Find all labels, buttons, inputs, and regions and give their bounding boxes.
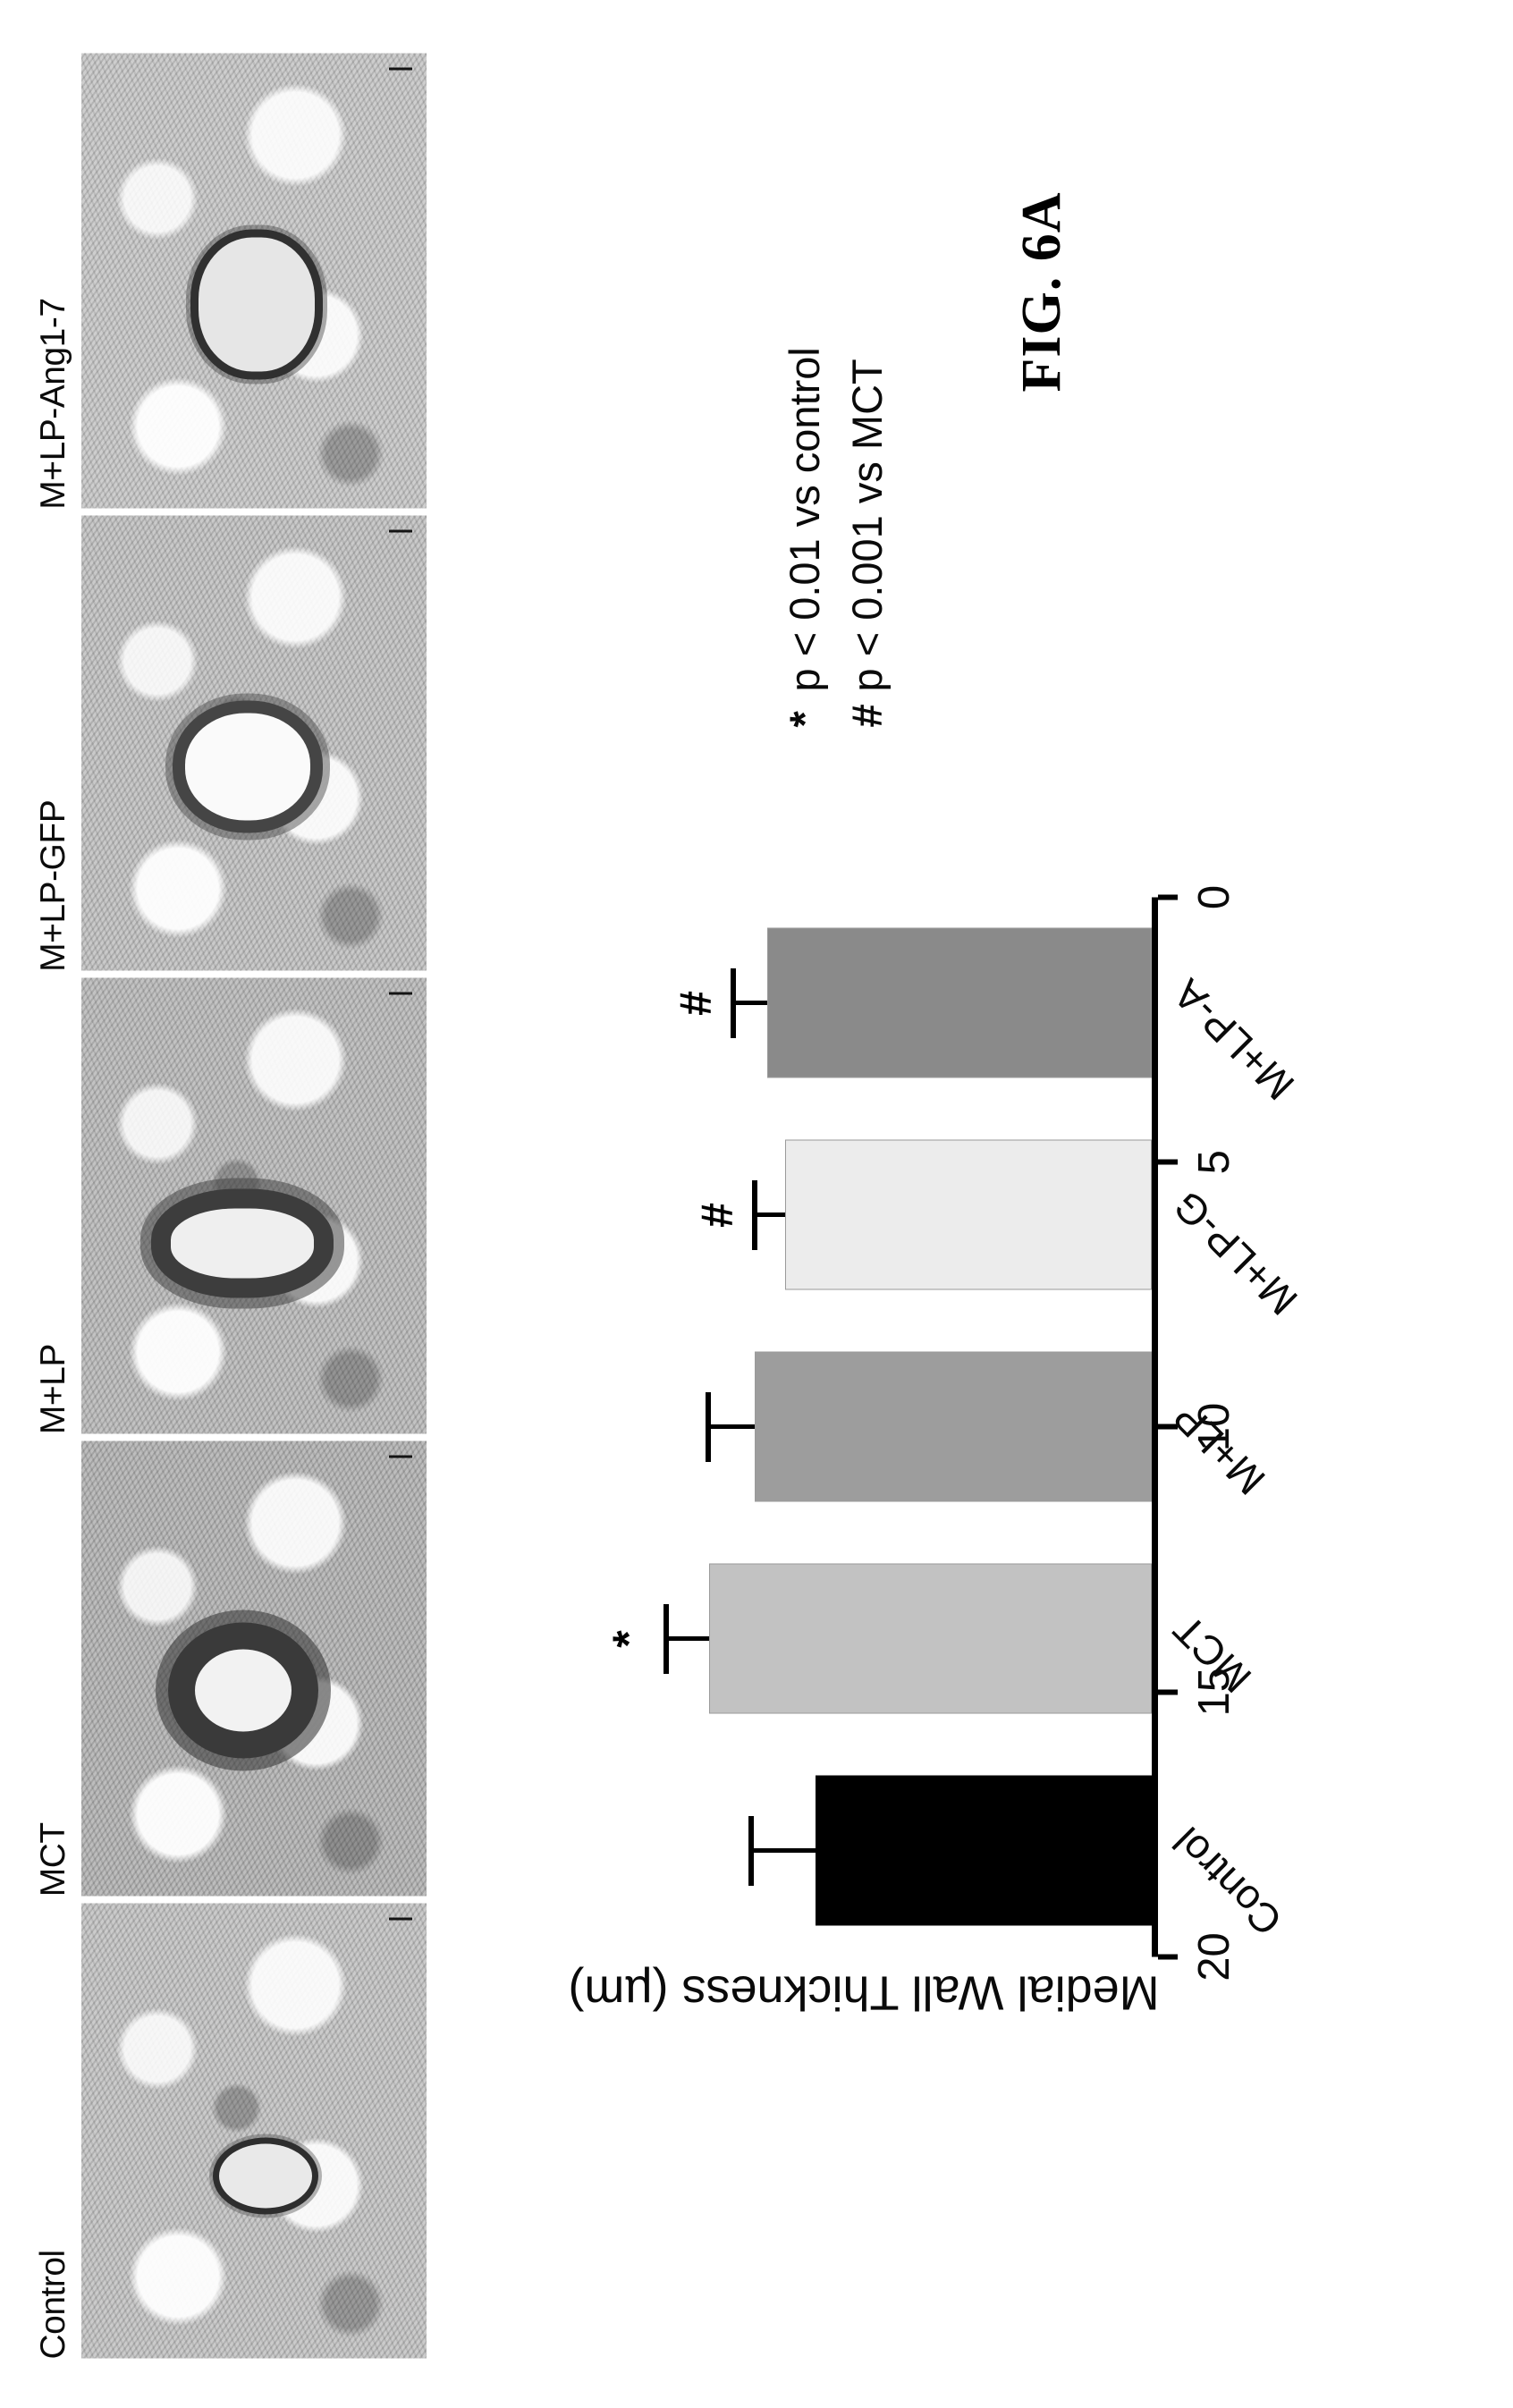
bar — [785, 1139, 1152, 1290]
bar — [755, 1351, 1152, 1502]
vessel-ring — [219, 2142, 313, 2208]
scale-bar — [389, 1916, 412, 1920]
significance-legend: * p < 0.01 vs control # p < 0.001 vs MCT — [773, 347, 899, 727]
micrograph-panel-mlp-gfp: M+LP-GFP — [34, 514, 427, 972]
micrograph-panel-mct: MCT — [34, 1439, 427, 1897]
scale-bar — [389, 992, 412, 995]
micrograph-panel-label: M+LP-GFP — [34, 799, 72, 972]
error-bar-cap — [751, 1179, 757, 1250]
bar-group: * — [541, 1563, 1152, 1714]
category-label: Control — [1164, 1817, 1291, 1945]
legend-row-asterisk: * p < 0.01 vs control — [773, 347, 836, 727]
bar — [766, 927, 1152, 1078]
legend-row-text: p < 0.01 vs control — [781, 346, 828, 691]
plot-area: * # # 0 5 10 15 20 — [541, 884, 1238, 1981]
micrograph-panel-label: Control — [34, 2249, 72, 2359]
error-bar-cap — [706, 1391, 712, 1462]
scale-bar — [389, 1454, 412, 1457]
legend-row-hash: # p < 0.001 vs MCT — [836, 347, 899, 727]
bar — [708, 1563, 1152, 1714]
significance-marker: # — [691, 1202, 742, 1228]
significance-marker: # — [670, 990, 721, 1016]
micrograph-image-mlp — [80, 976, 427, 1434]
value-axis-line: 0 5 10 15 20 — [1152, 884, 1238, 1981]
vessel-ring — [184, 713, 310, 821]
tissue-texture — [81, 1902, 427, 2358]
bar-group: # — [541, 927, 1152, 1078]
legend-row-text: p < 0.001 vs MCT — [843, 358, 891, 691]
bars-container: * # # — [541, 897, 1152, 1956]
tissue-texture — [81, 977, 427, 1433]
error-bar — [748, 1815, 816, 1886]
category-label: M+LP-A — [1164, 969, 1304, 1109]
micrograph-panel-label: M+LP — [34, 1343, 72, 1434]
error-bar-cap — [663, 1603, 669, 1674]
error-bar — [751, 1179, 786, 1250]
significance-marker: * — [603, 1629, 654, 1648]
micrograph-panel-control: Control — [34, 1901, 427, 2359]
bar-group — [541, 1775, 1152, 1926]
category-axis-labels: Control MCT M+LP M+LP-G M+LP-A — [1164, 897, 1343, 1956]
micrograph-image-mlp-gfp — [80, 514, 427, 972]
micrograph-panel-label: MCT — [34, 1821, 72, 1897]
category-label: M+LP — [1164, 1393, 1274, 1504]
hash-mark: # — [843, 703, 891, 727]
category-label: MCT — [1164, 1605, 1261, 1702]
vessel-ring — [171, 1208, 315, 1279]
bar-group — [541, 1351, 1152, 1502]
figure-caption: FIG. 6A — [1011, 191, 1072, 392]
micrograph-image-control — [80, 1901, 427, 2359]
scale-bar — [389, 529, 412, 533]
error-bar — [706, 1391, 756, 1462]
category-label: M+LP-G — [1164, 1181, 1306, 1324]
micrograph-image-mlp-ang17 — [80, 51, 427, 510]
micrograph-strip: Control MCT M+LP — [34, 51, 427, 2359]
bar — [816, 1775, 1152, 1926]
error-bar — [663, 1603, 709, 1674]
bar-chart: Medial Wall Thickness (µm) * # # 0 5 10 15 20 … — [523, 821, 1435, 2180]
micrograph-panel-label: M+LP-Ang1-7 — [34, 297, 72, 510]
y-axis-label: Medial Wall Thickness (µm) — [568, 1965, 1160, 2019]
micrograph-image-mct — [80, 1439, 427, 1897]
bar-group: # — [541, 1139, 1152, 1290]
micrograph-panel-mlp-ang17: M+LP-Ang1-7 — [34, 51, 427, 510]
vessel-ring — [199, 237, 316, 372]
micrograph-panel-mlp: M+LP — [34, 976, 427, 1434]
vessel-ring — [195, 1649, 292, 1732]
error-bar — [730, 967, 767, 1038]
error-bar-cap — [748, 1815, 755, 1886]
scale-bar — [389, 66, 412, 70]
asterisk-mark: * — [781, 710, 828, 727]
error-bar-cap — [730, 967, 736, 1038]
